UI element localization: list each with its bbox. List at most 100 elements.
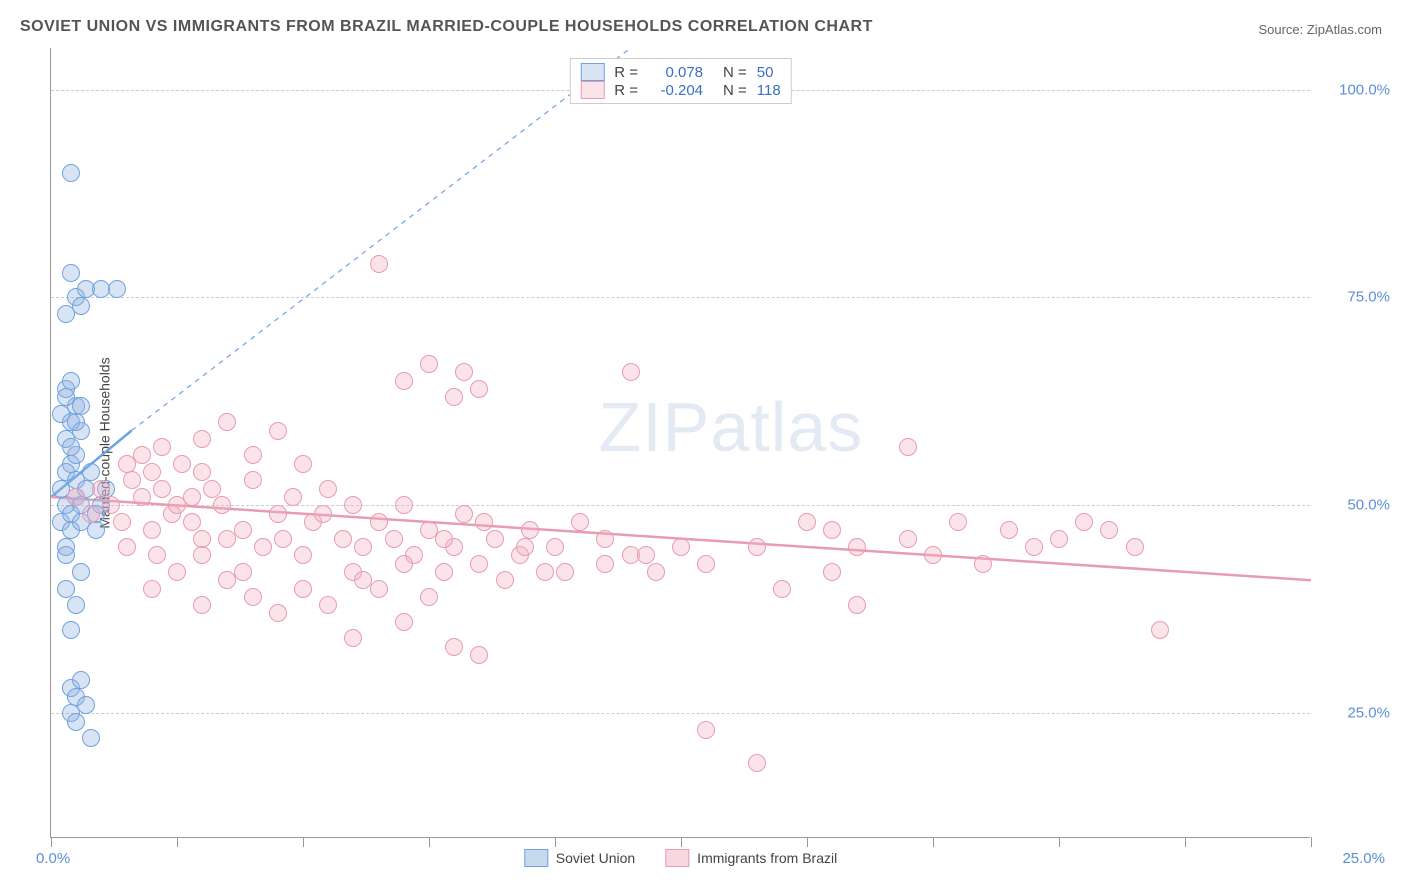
data-point xyxy=(435,530,453,548)
data-point xyxy=(193,463,211,481)
data-point xyxy=(637,546,655,564)
data-point xyxy=(420,588,438,606)
data-point xyxy=(1000,521,1018,539)
data-point xyxy=(798,513,816,531)
n-value: 50 xyxy=(757,64,774,81)
x-axis-max-label: 25.0% xyxy=(1342,850,1385,867)
data-point xyxy=(102,496,120,514)
legend-label: Soviet Union xyxy=(556,850,635,866)
x-tick xyxy=(177,837,178,847)
data-point xyxy=(848,596,866,614)
legend-label: Immigrants from Brazil xyxy=(697,850,837,866)
data-point xyxy=(72,563,90,581)
data-point xyxy=(420,355,438,373)
legend-swatch xyxy=(665,849,689,867)
data-point xyxy=(62,164,80,182)
trend-lines xyxy=(51,48,1310,837)
data-point xyxy=(949,513,967,531)
data-point xyxy=(334,530,352,548)
chart-title: SOVIET UNION VS IMMIGRANTS FROM BRAZIL M… xyxy=(20,18,873,36)
data-point xyxy=(370,255,388,273)
data-point xyxy=(521,521,539,539)
data-point xyxy=(395,372,413,390)
data-point xyxy=(596,555,614,573)
data-point xyxy=(57,546,75,564)
n-value: 118 xyxy=(757,82,781,99)
data-point xyxy=(62,372,80,390)
data-point xyxy=(234,521,252,539)
data-point xyxy=(143,521,161,539)
x-tick xyxy=(681,837,682,847)
data-point xyxy=(244,446,262,464)
x-axis-min-label: 0.0% xyxy=(36,850,70,867)
data-point xyxy=(314,505,332,523)
legend-item: Immigrants from Brazil xyxy=(665,849,837,867)
legend-item: Soviet Union xyxy=(524,849,635,867)
source-attribution: Source: ZipAtlas.com xyxy=(1258,22,1382,37)
series-legend: Soviet Union Immigrants from Brazil xyxy=(524,849,837,867)
data-point xyxy=(697,721,715,739)
data-point xyxy=(697,555,715,573)
data-point xyxy=(354,538,372,556)
data-point xyxy=(455,505,473,523)
r-label: R = xyxy=(614,64,638,81)
data-point xyxy=(193,596,211,614)
data-point xyxy=(143,580,161,598)
data-point xyxy=(319,480,337,498)
x-tick xyxy=(1185,837,1186,847)
x-tick xyxy=(1059,837,1060,847)
data-point xyxy=(1126,538,1144,556)
data-point xyxy=(87,521,105,539)
data-point xyxy=(899,438,917,456)
y-tick-label: 100.0% xyxy=(1320,81,1390,98)
data-point xyxy=(823,521,841,539)
data-point xyxy=(148,546,166,564)
data-point xyxy=(899,530,917,548)
data-point xyxy=(1025,538,1043,556)
data-point xyxy=(486,530,504,548)
data-point xyxy=(203,480,221,498)
data-point xyxy=(62,438,80,456)
n-label: N = xyxy=(723,82,747,99)
data-point xyxy=(67,596,85,614)
data-point xyxy=(72,397,90,415)
watermark: ZIPatlas xyxy=(598,387,863,467)
x-tick xyxy=(303,837,304,847)
data-point xyxy=(319,596,337,614)
data-point xyxy=(475,513,493,531)
data-point xyxy=(153,480,171,498)
data-point xyxy=(1075,513,1093,531)
data-point xyxy=(254,538,272,556)
data-point xyxy=(672,538,690,556)
data-point xyxy=(108,280,126,298)
data-point xyxy=(496,571,514,589)
data-point xyxy=(647,563,665,581)
data-point xyxy=(748,538,766,556)
data-point xyxy=(370,513,388,531)
x-tick xyxy=(429,837,430,847)
n-label: N = xyxy=(723,64,747,81)
data-point xyxy=(1100,521,1118,539)
data-point xyxy=(284,488,302,506)
data-point xyxy=(435,563,453,581)
data-point xyxy=(848,538,866,556)
data-point xyxy=(67,488,85,506)
legend-swatch xyxy=(580,63,604,81)
data-point xyxy=(218,413,236,431)
data-point xyxy=(244,471,262,489)
data-point xyxy=(62,264,80,282)
data-point xyxy=(470,380,488,398)
legend-swatch xyxy=(580,81,604,99)
data-point xyxy=(77,696,95,714)
data-point xyxy=(344,629,362,647)
data-point xyxy=(445,388,463,406)
data-point xyxy=(294,546,312,564)
r-label: R = xyxy=(614,82,638,99)
data-point xyxy=(193,546,211,564)
data-point xyxy=(168,563,186,581)
data-point xyxy=(118,455,136,473)
data-point xyxy=(470,555,488,573)
data-point xyxy=(118,538,136,556)
data-point xyxy=(395,555,413,573)
correlation-legend: R =0.078N =50R =-0.204N =118 xyxy=(569,58,791,104)
